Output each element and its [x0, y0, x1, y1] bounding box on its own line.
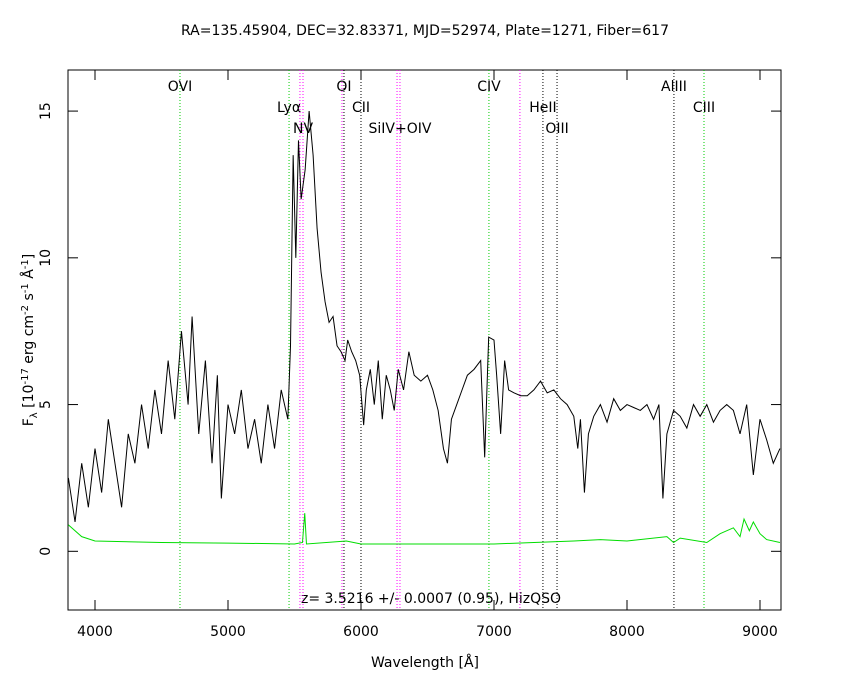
spectrum-line [67, 111, 781, 523]
x-tick-label: 4000 [77, 624, 113, 640]
y-axis-label-part: -2 [20, 305, 31, 315]
line-label: CIII [693, 100, 715, 116]
line-label: AlIII [661, 79, 687, 95]
y-axis-label-part: -1 [20, 283, 31, 293]
y-tick-label: 15 [38, 102, 54, 120]
y-axis-label-part: -1 [20, 259, 31, 269]
line-label: OVI [168, 79, 192, 95]
y-axis-label-part: ] [21, 254, 37, 259]
line-label: OIII [545, 121, 568, 137]
y-axis-label-part: erg cm [21, 315, 37, 368]
y-axis-label-part: [10 [21, 385, 37, 413]
y-axis-label-part: s [21, 293, 37, 305]
line-label: Lyα [277, 100, 301, 116]
y-axis-label: Fλ [10-17 erg cm-2 s-1 Å-1] [20, 254, 40, 427]
y-tick-label: 10 [38, 249, 54, 267]
y-axis-label-part: -17 [20, 368, 31, 384]
x-tick-label: 7000 [476, 624, 512, 640]
line-label: SiIV+OIV [368, 121, 431, 137]
line-label: HeII [529, 100, 556, 116]
y-axis-label-part: Å [20, 269, 37, 283]
line-label: OI [336, 79, 351, 95]
y-tick-label: 5 [38, 400, 54, 409]
chart-title: RA=135.45904, DEC=32.83371, MJD=52974, P… [181, 23, 669, 39]
x-axis-label: Wavelength [Å] [371, 654, 479, 671]
x-tick-label: 5000 [210, 624, 246, 640]
x-tick-label: 8000 [609, 624, 645, 640]
x-tick-label: 6000 [343, 624, 379, 640]
y-axis-label-part: F [21, 418, 37, 426]
plot-frame [67, 69, 782, 611]
line-label: CII [352, 100, 370, 116]
spectrum-line [68, 513, 781, 545]
y-axis-label-part: λ [29, 412, 40, 418]
annotation: z= 3.5216 +/- 0.0007 (0.95), HizQSO [301, 591, 561, 607]
x-tick-label: 9000 [742, 624, 778, 640]
line-label: CIV [477, 79, 501, 95]
y-tick-label: 0 [38, 547, 54, 556]
